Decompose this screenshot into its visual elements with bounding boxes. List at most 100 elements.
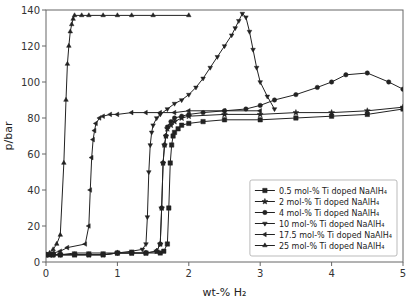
point bbox=[51, 247, 56, 251]
point bbox=[265, 95, 270, 99]
point bbox=[222, 45, 227, 49]
x-tick bbox=[188, 262, 189, 266]
point bbox=[400, 104, 403, 110]
y-tick bbox=[42, 46, 46, 47]
y-tick bbox=[42, 226, 46, 227]
point bbox=[64, 97, 69, 101]
point bbox=[179, 114, 183, 118]
point bbox=[169, 143, 173, 147]
point bbox=[208, 66, 213, 70]
point bbox=[186, 109, 190, 114]
legend-label: 4 mol-% Ti doped NaAlH₄ bbox=[279, 209, 379, 218]
point bbox=[159, 206, 163, 210]
point bbox=[165, 125, 169, 129]
series bbox=[46, 13, 191, 256]
point bbox=[165, 108, 170, 112]
point bbox=[165, 242, 169, 246]
point bbox=[294, 116, 298, 120]
point bbox=[86, 252, 92, 258]
point bbox=[172, 116, 176, 120]
point bbox=[154, 117, 159, 121]
point bbox=[164, 126, 170, 132]
point bbox=[79, 13, 84, 17]
point bbox=[294, 92, 298, 96]
point bbox=[154, 248, 160, 254]
y-tick bbox=[42, 190, 46, 191]
point bbox=[100, 252, 106, 258]
point bbox=[201, 119, 205, 123]
point bbox=[293, 110, 299, 116]
point bbox=[88, 188, 92, 193]
chart: 012345020406080100120140wt-% H₂p/bar0.5 … bbox=[0, 0, 415, 302]
point bbox=[46, 253, 47, 258]
point bbox=[187, 13, 192, 17]
point bbox=[101, 253, 105, 257]
point bbox=[244, 16, 249, 20]
x-tick-label: 0 bbox=[43, 268, 49, 279]
point bbox=[272, 108, 277, 112]
point bbox=[162, 143, 166, 147]
point bbox=[93, 121, 97, 126]
point bbox=[143, 250, 149, 256]
point bbox=[329, 110, 335, 116]
point bbox=[149, 131, 154, 135]
point bbox=[129, 250, 134, 254]
x-axis-label: wt-% H₂ bbox=[203, 286, 247, 299]
point bbox=[344, 73, 348, 77]
legend-label: 17.5 mol-% Ti doped NaAlH₄ bbox=[279, 231, 392, 240]
point bbox=[129, 110, 133, 115]
point bbox=[90, 137, 94, 142]
point bbox=[72, 253, 76, 257]
point bbox=[157, 241, 163, 247]
point bbox=[101, 252, 106, 256]
point bbox=[179, 123, 183, 127]
point bbox=[86, 224, 90, 229]
point bbox=[129, 250, 135, 256]
point bbox=[222, 118, 226, 122]
point bbox=[187, 93, 192, 97]
point bbox=[154, 249, 158, 253]
point bbox=[100, 114, 104, 119]
point bbox=[92, 128, 96, 133]
point bbox=[172, 102, 177, 106]
point bbox=[140, 248, 145, 252]
point bbox=[167, 206, 171, 210]
point bbox=[162, 249, 166, 253]
point bbox=[163, 133, 169, 139]
point bbox=[87, 13, 92, 17]
legend-box bbox=[250, 180, 397, 256]
y-tick-label: 20 bbox=[27, 221, 40, 232]
plot-area bbox=[46, 12, 403, 257]
point bbox=[162, 142, 168, 148]
point bbox=[115, 252, 120, 256]
point bbox=[160, 160, 166, 166]
point bbox=[97, 116, 101, 121]
legend-label: 25 mol-% Ti doped NaAlH₄ bbox=[279, 242, 384, 251]
point bbox=[258, 118, 262, 122]
point bbox=[201, 77, 206, 81]
point bbox=[65, 61, 70, 65]
x-tick bbox=[46, 262, 47, 266]
legend-marker bbox=[263, 188, 267, 192]
point bbox=[233, 27, 238, 31]
point bbox=[151, 13, 156, 17]
x-tick bbox=[260, 262, 261, 266]
y-tick-label: 100 bbox=[21, 77, 40, 88]
y-tick-label: 140 bbox=[21, 5, 40, 16]
point bbox=[65, 245, 69, 250]
point bbox=[364, 108, 370, 114]
y-tick bbox=[42, 154, 46, 155]
series-line bbox=[46, 15, 189, 254]
point bbox=[258, 81, 263, 85]
x-tick bbox=[117, 262, 118, 266]
point bbox=[158, 110, 162, 115]
legend-marker bbox=[263, 243, 268, 247]
x-tick bbox=[403, 262, 404, 266]
point bbox=[62, 160, 67, 164]
point bbox=[222, 109, 226, 114]
x-tick-label: 4 bbox=[328, 268, 334, 279]
y-tick-label: 80 bbox=[27, 113, 40, 124]
point bbox=[401, 87, 403, 91]
point bbox=[169, 119, 173, 123]
x-tick-label: 5 bbox=[400, 268, 406, 279]
